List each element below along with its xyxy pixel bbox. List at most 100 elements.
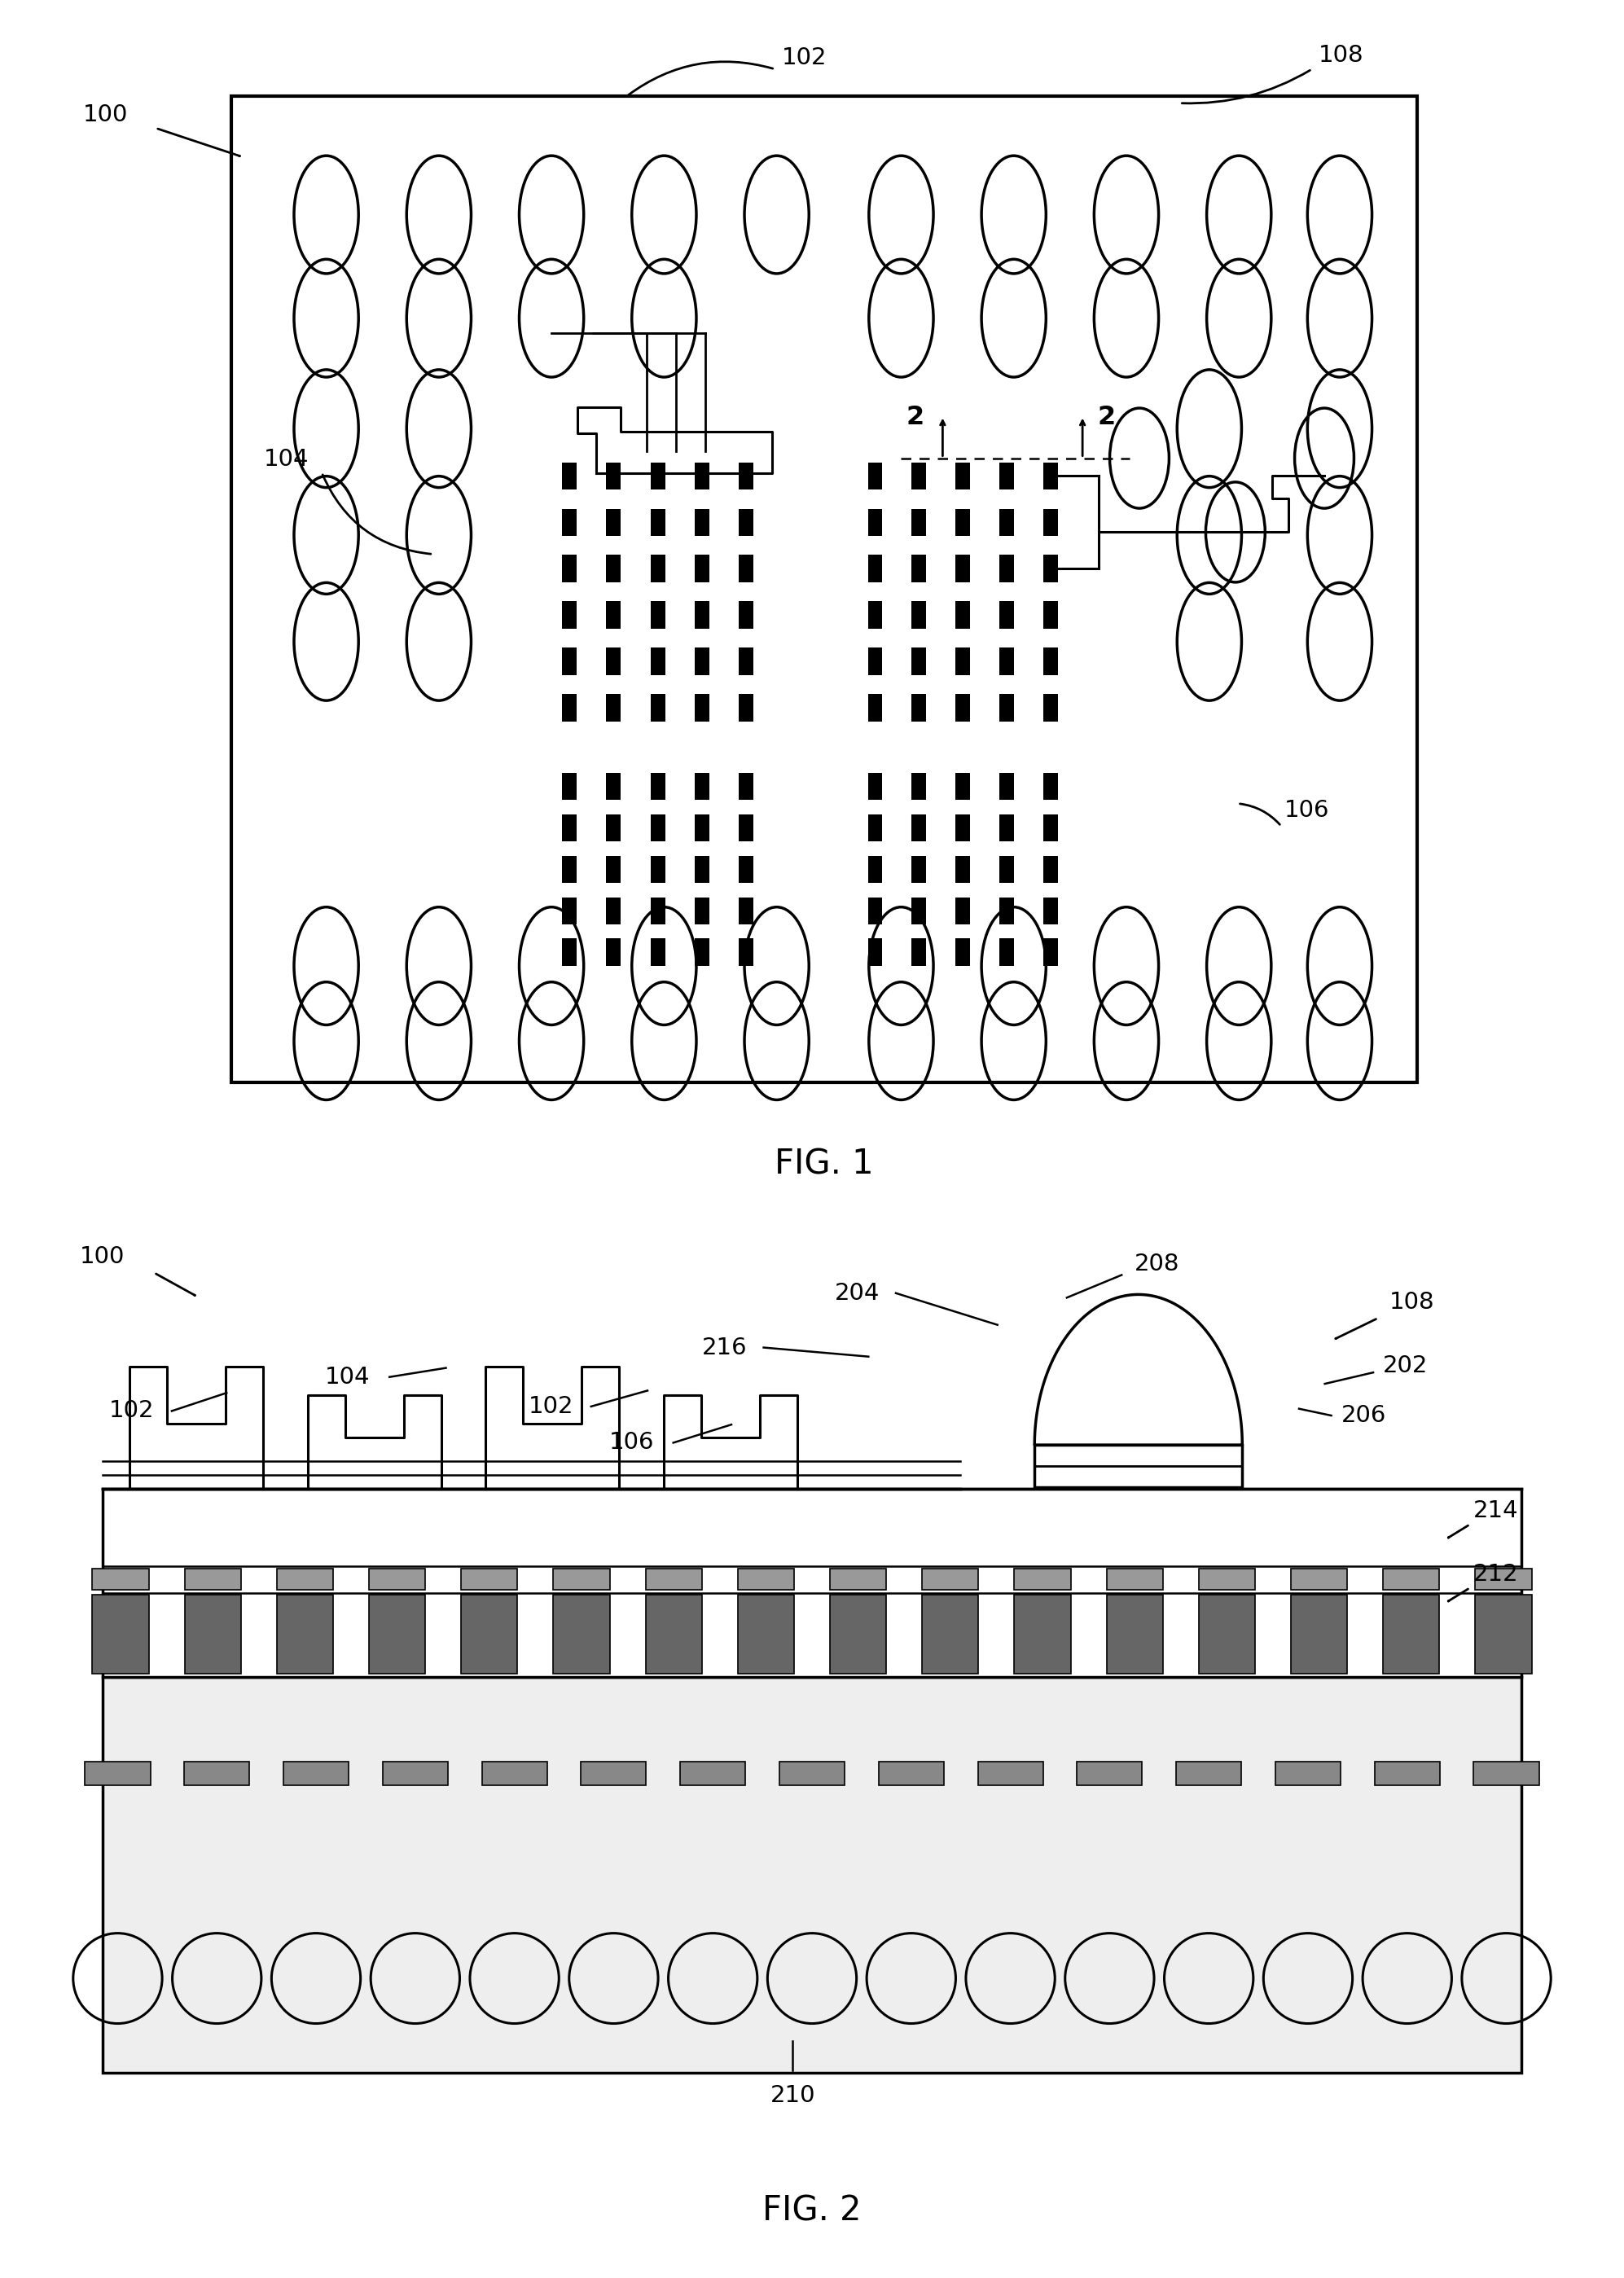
Bar (737, 1567, 794, 1590)
Bar (830, 1567, 887, 1590)
Bar (606, 695, 620, 722)
Bar (695, 857, 710, 884)
Bar (1475, 1567, 1531, 1590)
Bar (999, 772, 1013, 800)
Bar (645, 1595, 702, 1674)
Bar (606, 601, 620, 629)
Bar (739, 556, 754, 583)
Bar (185, 1595, 240, 1674)
Bar (922, 1567, 979, 1590)
Bar (606, 462, 620, 490)
Text: 208: 208 (1135, 1253, 1179, 1276)
Text: 108: 108 (1319, 43, 1364, 66)
Bar (651, 857, 666, 884)
FancyArrowPatch shape (158, 130, 240, 157)
Bar (482, 1761, 547, 1786)
Bar (867, 462, 882, 490)
Bar (651, 556, 666, 583)
Bar (999, 601, 1013, 629)
Bar (651, 462, 666, 490)
Bar (911, 898, 926, 925)
Bar (606, 508, 620, 535)
Bar (102, 1490, 1522, 1677)
Bar (461, 1567, 518, 1590)
Text: 102: 102 (528, 1394, 573, 1417)
Bar (1106, 1567, 1163, 1590)
Bar (999, 857, 1013, 884)
Bar (695, 601, 710, 629)
Bar (955, 462, 970, 490)
Bar (739, 647, 754, 674)
Bar (1106, 1595, 1163, 1674)
Bar (1043, 647, 1057, 674)
Bar (867, 647, 882, 674)
Bar (739, 857, 754, 884)
Bar (867, 695, 882, 722)
Bar (276, 1595, 333, 1674)
Bar (562, 462, 577, 490)
Bar (1384, 1595, 1439, 1674)
Bar (84, 1761, 151, 1786)
Bar (562, 601, 577, 629)
Bar (1199, 1567, 1255, 1590)
Bar (739, 939, 754, 966)
Bar (955, 695, 970, 722)
Bar (780, 1761, 844, 1786)
Bar (955, 772, 970, 800)
Bar (562, 695, 577, 722)
Bar (830, 1595, 887, 1674)
Bar (911, 508, 926, 535)
FancyArrowPatch shape (1449, 1590, 1468, 1601)
Text: 206: 206 (1341, 1403, 1387, 1426)
Bar (867, 813, 882, 841)
Bar (879, 1761, 944, 1786)
FancyArrowPatch shape (1182, 71, 1311, 103)
Text: 100: 100 (83, 103, 128, 125)
Text: 2: 2 (1098, 405, 1116, 431)
Bar (606, 772, 620, 800)
Bar (651, 813, 666, 841)
Bar (651, 695, 666, 722)
Bar (606, 898, 620, 925)
Bar (276, 1567, 333, 1590)
Bar (911, 647, 926, 674)
Bar (1043, 813, 1057, 841)
Bar (867, 898, 882, 925)
Bar (695, 556, 710, 583)
Bar (955, 508, 970, 535)
Bar (867, 939, 882, 966)
Bar (737, 1595, 794, 1674)
Bar (695, 462, 710, 490)
FancyArrowPatch shape (323, 474, 430, 554)
Text: 204: 204 (835, 1283, 880, 1305)
Bar (369, 1595, 425, 1674)
Bar (606, 813, 620, 841)
Text: 2: 2 (906, 405, 924, 431)
Bar (695, 898, 710, 925)
Bar (1199, 1595, 1255, 1674)
Bar (1015, 1595, 1070, 1674)
Bar (562, 647, 577, 674)
Bar (955, 601, 970, 629)
Bar (695, 939, 710, 966)
Bar (999, 556, 1013, 583)
Bar (651, 647, 666, 674)
Bar (1291, 1595, 1348, 1674)
Bar (999, 898, 1013, 925)
Bar (911, 556, 926, 583)
Bar (1043, 462, 1057, 490)
Bar (695, 772, 710, 800)
Bar (284, 1761, 349, 1786)
Bar (739, 898, 754, 925)
Bar (1043, 939, 1057, 966)
Bar (651, 898, 666, 925)
Bar (999, 813, 1013, 841)
Bar (606, 857, 620, 884)
Bar (739, 813, 754, 841)
Text: 202: 202 (1384, 1353, 1427, 1378)
Bar (955, 813, 970, 841)
Bar (562, 556, 577, 583)
Text: 100: 100 (80, 1246, 125, 1269)
Bar (867, 857, 882, 884)
Bar (1473, 1761, 1540, 1786)
